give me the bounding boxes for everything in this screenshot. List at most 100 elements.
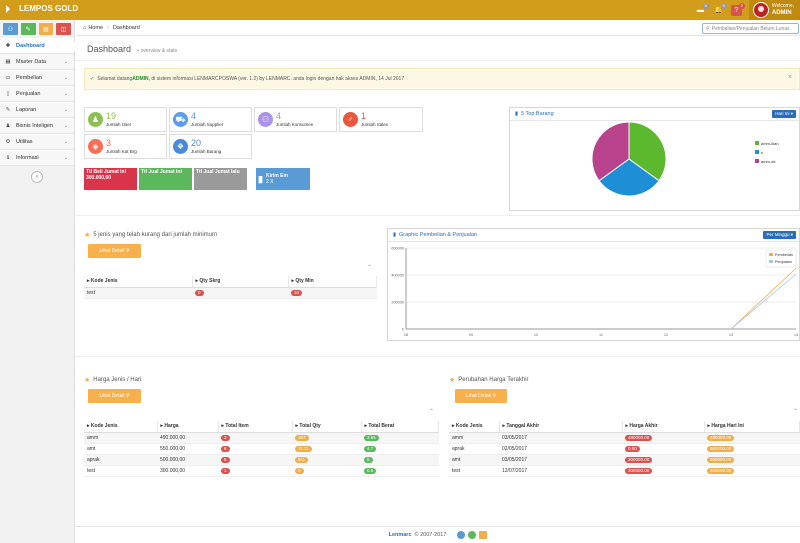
lihat-detail-button[interactable]: Lihat Detail ⚲ [88, 389, 141, 403]
sidebar-item-penjualan[interactable]: ▯ Penjualan ⌄ [0, 86, 74, 102]
period-dropdown[interactable]: Hari Ini ▾ [772, 110, 796, 118]
sidebar-item-bisnis-inteligen[interactable]: ♟ Bisnis Inteligen ⌄ [0, 118, 74, 134]
column-header[interactable]: ▸ Total Qty [292, 421, 362, 433]
user-icon: ♟ [5, 122, 11, 129]
alert-text-end: , di sistem informasi LENMARCPOSWA (ver.… [148, 76, 405, 82]
column-header[interactable]: ▸ Qty Skrg [192, 276, 289, 288]
tile-jual-jumat-lalu[interactable]: Ttl Jual Jumat lalu [194, 168, 247, 190]
period-dropdown[interactable]: Per Minggu ▾ [763, 231, 796, 239]
stat-sales[interactable]: ♂ 1 Jumlah Sales [339, 107, 423, 132]
harga-jenis-section-title: ★ Harga Jenis / Hari [84, 376, 141, 384]
cogs-shortcut-icon[interactable]: ◫ [56, 23, 71, 35]
table-cell: 03/05/2017 [499, 454, 622, 466]
close-icon[interactable]: × [787, 74, 792, 81]
qty-badge: 307 [295, 434, 309, 441]
cart-icon: ▭ [5, 74, 11, 81]
chevron-down-icon: ⌄ [63, 122, 68, 129]
column-header[interactable]: ▸ Kode Jenis [84, 276, 193, 288]
sidebar-item-label: Pembelian [16, 74, 42, 81]
check-icon: ✔ [90, 76, 95, 82]
column-header[interactable]: ▸ Tanggal Akhir [499, 421, 623, 433]
bar-chart-icon: ▮ [515, 111, 519, 117]
bell-icon[interactable]: 🔔 0 [714, 2, 727, 14]
sidebar-item-informasi[interactable]: ℹ Informasi ⌄ [0, 150, 74, 166]
stat-kat-brg[interactable]: ◈ 3 Jumlah Kat Brg [84, 134, 167, 159]
tile-label: Kirim Em [265, 173, 288, 179]
chevron-down-icon: ⌄ [63, 90, 68, 97]
table-cell: 500.000,00 [157, 454, 218, 466]
stat-konsumen[interactable]: ⚇ 4 Jumlah Konsumen [254, 107, 337, 132]
tile-beli-jumat-ini[interactable]: Ttl Beli Jumat ini 300.000,00 [84, 168, 137, 190]
sidebar-item-master-data[interactable]: ▦ Master Data ⌄ [0, 54, 74, 70]
pie-chart: amm-ikan s amm-ak [591, 121, 779, 197]
x-tick-label: 08 [404, 333, 408, 337]
stat-user[interactable]: ♟ 19 Jumlah User [84, 107, 167, 132]
chevron-up-icon[interactable]: ⌃ [429, 409, 435, 415]
series-line-penjualan [730, 273, 797, 330]
breadcrumb-current: Dashboard [112, 24, 140, 31]
berat-badge: 6 [364, 456, 373, 463]
double-chevron-left-icon: « [35, 174, 39, 180]
legend-label: amm-ak [761, 159, 775, 164]
item-badge: 6 [221, 456, 230, 463]
legend-swatch [769, 253, 773, 256]
column-header-label: Kode Jenis [90, 423, 118, 430]
envelope-icon[interactable] [479, 531, 488, 539]
whatsapp-icon[interactable] [468, 531, 477, 539]
search-input[interactable]: ⚲ Pembelian/Penjualan Belum Lunas [702, 23, 799, 34]
column-header[interactable]: ▸ Total Item [218, 421, 293, 433]
tile-jual-jumat-ini[interactable]: Ttl Jual Jumat ini [139, 168, 192, 190]
column-header[interactable]: ▸ Harga Akhir [622, 421, 705, 433]
column-header[interactable]: ▸ Kode Jenis [449, 421, 500, 433]
footer-brand[interactable]: Lenmarc [388, 532, 412, 538]
period-dropdown-label: Per Minggu [766, 232, 790, 237]
chat-icon[interactable] [457, 531, 466, 539]
column-header[interactable]: ▸ Harga Hari Ini [704, 421, 800, 433]
sidebar-item-utilitas[interactable]: ⚙ Utilitas ⌄ [0, 134, 74, 150]
x-tick-label: 13 [729, 333, 733, 337]
table-cell: test [449, 465, 499, 477]
table-cell: 03/05/2017 [499, 432, 622, 444]
tile-label: Ttl Beli Jumat ini [86, 169, 127, 175]
table-row: test 0 10 [84, 287, 377, 299]
harga-akhir-badge: 300000.00 [625, 456, 653, 463]
harga-akhir-badge: 0.00 [625, 445, 640, 452]
sidebar-item-laporan[interactable]: ✎ Laporan ⌄ [0, 102, 74, 118]
table-cell: aprak [449, 443, 499, 455]
legend-swatch [755, 150, 759, 154]
inbox-icon[interactable]: ▬ 0 [696, 2, 709, 14]
search-icon: ⚲ [125, 393, 130, 399]
lihat-detail-button[interactable]: Lihat Detail ⚲ [88, 244, 141, 258]
pencil-shortcut-icon[interactable]: ✎ [20, 23, 36, 35]
group-shortcut-icon[interactable]: ▤ [38, 23, 54, 35]
table-row: amm 03/05/2017 480000.00 480000.00 [449, 432, 800, 444]
lihat-detail-button[interactable]: Lihat Detail ⚲ [455, 389, 507, 403]
stat-barang[interactable]: ❖ 20 Jumlah Barang [169, 134, 252, 159]
task-badge: 2 [738, 2, 745, 9]
breadcrumb: ⌂ Home › Dashboard [76, 20, 800, 36]
column-header[interactable]: ▸ Total Berat [361, 421, 439, 433]
tile-kirim-email[interactable]: ▮ Kirim Em 2 X [256, 168, 310, 190]
breadcrumb-home[interactable]: Home [88, 24, 103, 31]
search-icon: ⚲ [492, 393, 497, 399]
stat-supplier[interactable]: ⛟ 4 Jumlah Supplier [169, 107, 252, 132]
star-icon: ★ [84, 377, 91, 384]
sidebar-collapse-button[interactable]: « [31, 171, 43, 183]
chevron-up-icon[interactable]: ⌃ [367, 265, 373, 271]
sidebar-item-dashboard[interactable]: ❖ Dashboard [0, 38, 75, 54]
brand-logo[interactable]: LEMPOS GOLD [6, 4, 78, 13]
table-cell: 300.000,00 [157, 465, 218, 477]
users-shortcut-icon[interactable]: ⚇ [3, 23, 18, 35]
stat-value: 4 [276, 111, 282, 121]
qty-badge: 10 [291, 289, 303, 296]
column-header[interactable]: ▸ Harga [157, 421, 219, 433]
chevron-up-icon[interactable]: ⌃ [793, 409, 799, 415]
stat-label: Jumlah Supplier [191, 122, 224, 127]
column-header[interactable]: ▸ Qty Min [288, 276, 377, 288]
task-icon[interactable]: ? 2 [730, 2, 745, 16]
column-header-label: Harga Akhir [629, 423, 658, 430]
sidebar-item-pembelian[interactable]: ▭ Pembelian ⌄ [0, 70, 74, 86]
user-menu[interactable]: Welcome, ADMIN [748, 0, 800, 20]
tile-label: Ttl Jual Jumat lalu [196, 169, 240, 175]
column-header[interactable]: ▸ Kode Jenis [84, 421, 158, 433]
